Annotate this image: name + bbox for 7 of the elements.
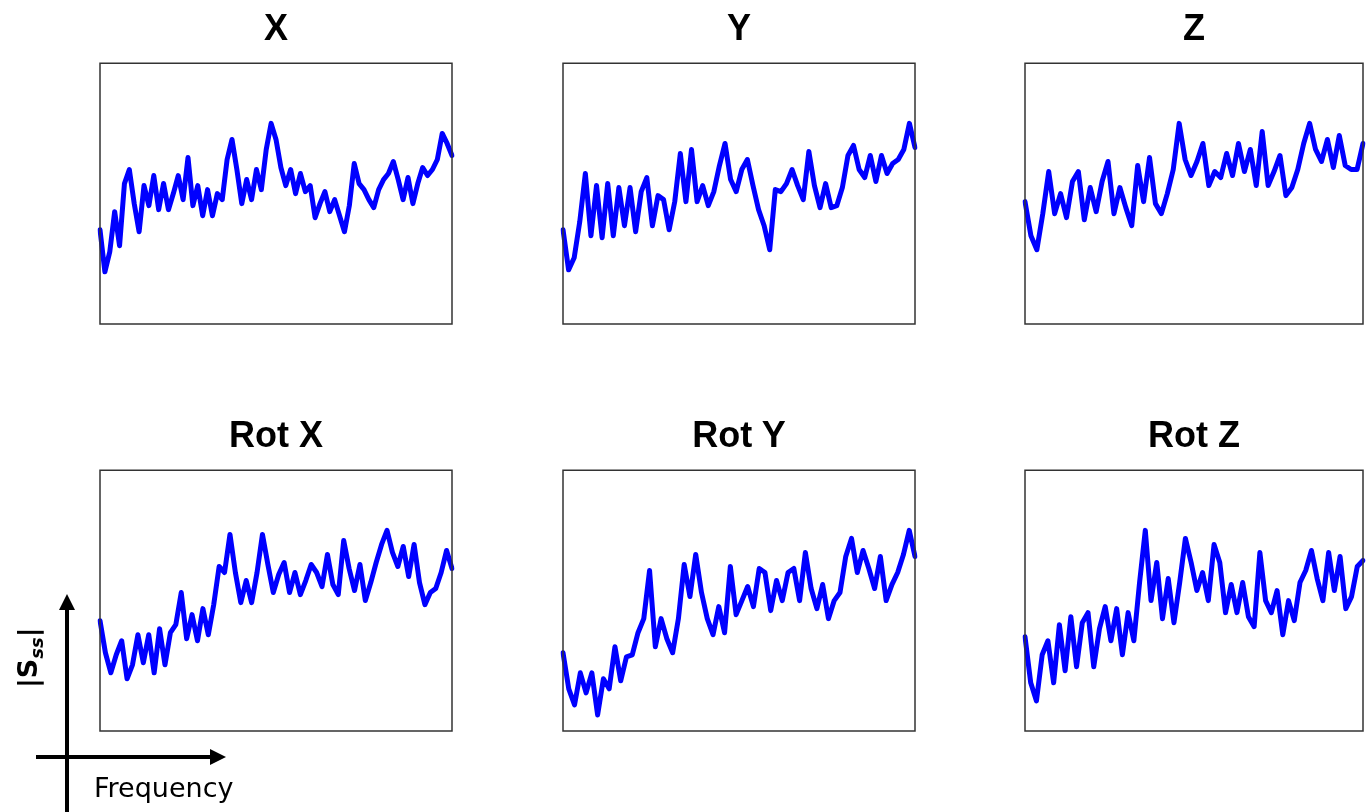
chart-title: Y <box>726 6 752 48</box>
chart-title: X <box>263 6 289 48</box>
chart-title: Rot Z <box>1148 413 1240 455</box>
chart-title: Z <box>1183 6 1205 48</box>
chart-title: Rot X <box>229 413 323 455</box>
chart-title: Rot Y <box>692 413 786 455</box>
x-axis-title: Frequency <box>94 772 234 803</box>
